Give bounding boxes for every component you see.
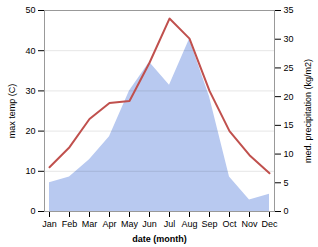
svg-text:Apr: Apr <box>102 219 116 229</box>
svg-text:30: 30 <box>284 34 294 44</box>
svg-text:max temp (C): max temp (C) <box>7 84 17 139</box>
svg-text:May: May <box>121 219 139 229</box>
svg-text:10: 10 <box>284 149 294 159</box>
svg-text:10: 10 <box>25 166 35 176</box>
svg-text:50: 50 <box>25 5 35 15</box>
svg-text:Jul: Jul <box>164 219 176 229</box>
svg-text:5: 5 <box>284 178 289 188</box>
svg-text:Dec: Dec <box>261 219 278 229</box>
svg-text:30: 30 <box>25 86 35 96</box>
svg-text:20: 20 <box>25 126 35 136</box>
svg-text:35: 35 <box>284 5 294 15</box>
svg-text:Mar: Mar <box>82 219 98 229</box>
svg-text:40: 40 <box>25 46 35 56</box>
svg-text:Aug: Aug <box>181 219 197 229</box>
svg-text:Oct: Oct <box>222 219 237 229</box>
svg-text:date (month): date (month) <box>132 234 187 244</box>
svg-text:med. precipitation (kg/m2): med. precipitation (kg/m2) <box>303 59 313 163</box>
svg-text:15: 15 <box>284 120 294 130</box>
svg-text:25: 25 <box>284 63 294 73</box>
svg-text:20: 20 <box>284 92 294 102</box>
svg-text:0: 0 <box>30 206 35 216</box>
svg-text:Jun: Jun <box>142 219 157 229</box>
svg-text:Sep: Sep <box>201 219 217 229</box>
svg-text:Jan: Jan <box>42 219 57 229</box>
svg-text:0: 0 <box>284 206 289 216</box>
svg-text:Nov: Nov <box>241 219 258 229</box>
svg-text:Feb: Feb <box>62 219 78 229</box>
